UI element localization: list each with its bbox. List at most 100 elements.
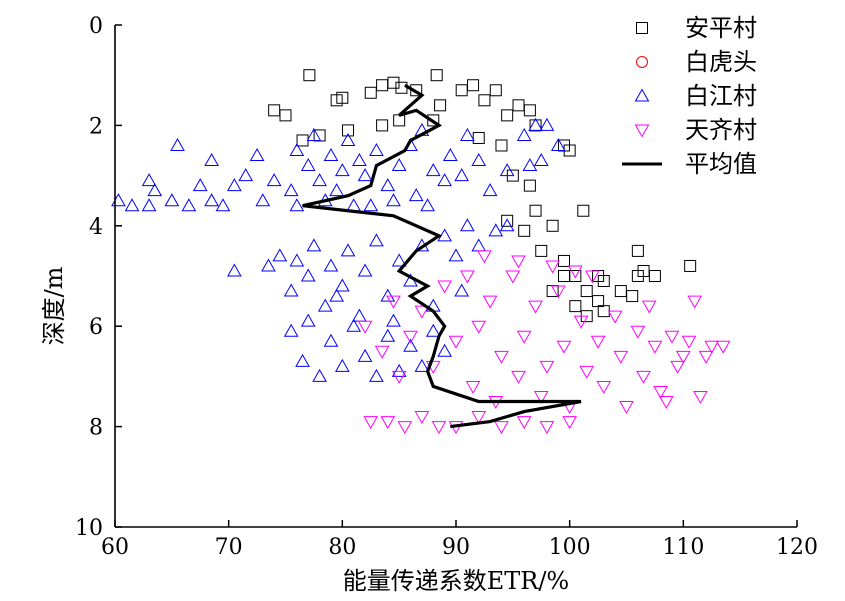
- series-3-point-46: [647, 340, 663, 354]
- y-axis-label: 深度/m: [40, 266, 68, 345]
- series-2-point-37: [442, 148, 458, 162]
- series-0-point-36: [557, 254, 570, 267]
- series-3-point-47: [653, 385, 668, 399]
- series-2-point-91: [414, 358, 430, 372]
- series-2-point-27: [352, 153, 367, 167]
- series-2-point-16: [266, 173, 282, 187]
- y-tick-label: 2: [89, 114, 103, 139]
- series-3-point-16: [414, 305, 430, 319]
- legend-marker-1: [636, 56, 648, 68]
- series-3-point-13: [386, 295, 401, 309]
- series-0-point-43: [631, 244, 644, 257]
- series-3-point-22: [471, 320, 487, 334]
- series-2-point-53: [420, 198, 435, 212]
- series-2-point-90: [403, 338, 418, 352]
- series-2-point-9: [204, 153, 219, 167]
- series-2-point-5: [164, 193, 180, 207]
- series-2-point-64: [340, 243, 356, 257]
- series-2-point-66: [357, 263, 373, 277]
- legend-label: 白虎头: [685, 48, 757, 76]
- series-0-point-22: [376, 119, 389, 132]
- series-2-point-4: [147, 183, 163, 197]
- legend-label: 平均值: [685, 150, 757, 178]
- series-3-point-43: [630, 325, 646, 339]
- series-3-point-9: [539, 421, 555, 435]
- series-2-point-14: [249, 148, 265, 162]
- series-2-point-43: [516, 127, 532, 141]
- series-2-point-30: [380, 178, 396, 192]
- series-0-point-33: [546, 219, 559, 232]
- series-0-point-18: [279, 109, 292, 122]
- series-3-point-44: [636, 370, 651, 384]
- series-0-point-9: [434, 99, 447, 112]
- series-3-point-25: [494, 350, 509, 364]
- series-3-point-11: [357, 320, 373, 334]
- series-2-point-20: [306, 127, 322, 141]
- x-axis: 60 70 80 90 100 110 120: [101, 520, 818, 560]
- series-2-point-93: [437, 343, 452, 357]
- series-2-point-84: [334, 358, 350, 372]
- series-2-point-12: [226, 178, 242, 192]
- series-2-point-8: [192, 178, 208, 192]
- series-3-point-37: [585, 270, 600, 284]
- series-2-point-29: [369, 142, 384, 156]
- series-2-point-2: [141, 198, 157, 212]
- series-2-point-49: [289, 198, 305, 212]
- series-0-point-21: [342, 124, 355, 137]
- series-0-point-42: [626, 290, 639, 303]
- series-3-point-52: [681, 335, 697, 349]
- series-2-point-74: [448, 248, 464, 262]
- mean-line: [302, 83, 582, 429]
- series-2-point-69: [391, 253, 407, 267]
- series-3-point-33: [556, 340, 572, 354]
- series-0-point-13: [489, 84, 502, 97]
- series-2-point-54: [226, 263, 242, 277]
- series-2-point-86: [357, 348, 373, 362]
- series-3-point-30: [533, 390, 549, 404]
- series-2-point-10: [204, 193, 219, 207]
- series-0-point-0: [303, 69, 316, 82]
- x-tick-label: 80: [328, 535, 356, 560]
- series-2-point-6: [170, 137, 185, 151]
- series-3-point-4: [431, 421, 447, 435]
- series-3-point-7: [494, 421, 509, 435]
- series-0-point-15: [512, 99, 525, 112]
- series-0-point-38: [580, 285, 593, 298]
- series-0-point-49: [569, 300, 582, 313]
- series-2-point-87: [369, 368, 384, 382]
- series-3-point-39: [596, 380, 612, 394]
- series-3-point-58: [545, 260, 560, 274]
- series-2-point-1: [124, 198, 140, 212]
- series-2-point-36: [437, 173, 452, 187]
- series-2-point-31: [391, 158, 407, 172]
- series-3-point-28: [516, 330, 532, 344]
- x-tick-label: 110: [662, 535, 704, 560]
- series-0-point-12: [478, 94, 491, 107]
- series-2-point-39: [460, 127, 475, 141]
- series-2-point-61: [317, 298, 333, 312]
- series-2-point-95: [386, 313, 401, 327]
- series-3-point-56: [704, 340, 720, 354]
- y-axis: 0 2 4 6 8 10: [75, 14, 122, 541]
- series-0-point-4: [376, 79, 389, 92]
- x-tick-label: 100: [549, 535, 591, 560]
- series-0-point-14: [501, 109, 514, 122]
- series-2-point-25: [340, 132, 356, 146]
- series-0-point-34: [577, 204, 590, 217]
- y-tick-label: 8: [89, 416, 103, 441]
- series-2-point-3: [141, 173, 157, 187]
- series-2-point-81: [300, 313, 316, 327]
- series-2-point-33: [408, 188, 424, 202]
- series-0-point-54: [501, 214, 514, 227]
- series-2-point-18: [289, 142, 305, 156]
- series-2-point-51: [363, 198, 379, 212]
- series-3-point-21: [465, 380, 481, 394]
- series-2-point-26: [346, 198, 362, 212]
- series-0-point-3: [364, 86, 377, 99]
- series-3-point-60: [511, 255, 526, 269]
- y-tick-label: 4: [89, 215, 103, 240]
- series-2-point-0: [111, 193, 126, 207]
- series-2-point-65: [352, 308, 367, 322]
- series-0-point-26: [495, 139, 508, 152]
